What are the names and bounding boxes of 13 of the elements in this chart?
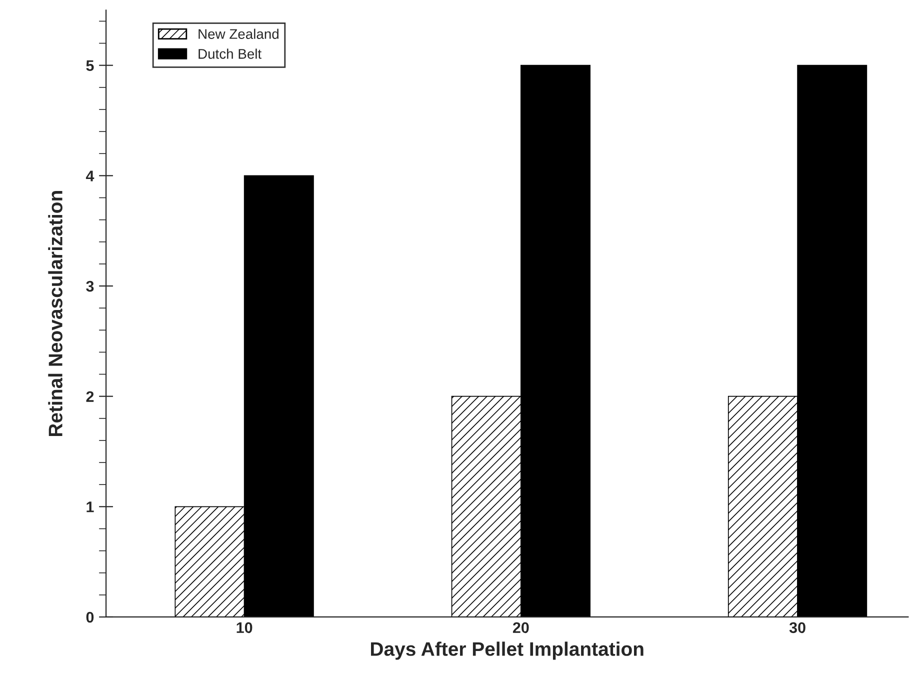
- y-tick-label: 2: [86, 391, 94, 402]
- y-tick-label: 1: [86, 502, 94, 512]
- y-tick-label: 0: [86, 612, 94, 623]
- x-tick-label: 10: [236, 622, 252, 634]
- x-axis-title: Days After Pellet Implantation: [371, 642, 644, 660]
- y-tick-label: 4: [86, 170, 94, 182]
- x-tick-label: 30: [789, 622, 806, 634]
- y-axis-title: Retinal Neovascularization: [48, 191, 62, 436]
- legend-label: Dutch Belt: [198, 48, 262, 59]
- legend-label: New Zealand: [198, 28, 278, 39]
- x-tick-label: 20: [512, 622, 529, 634]
- y-tick-label: 5: [86, 60, 94, 72]
- y-tick-label: 3: [86, 280, 94, 292]
